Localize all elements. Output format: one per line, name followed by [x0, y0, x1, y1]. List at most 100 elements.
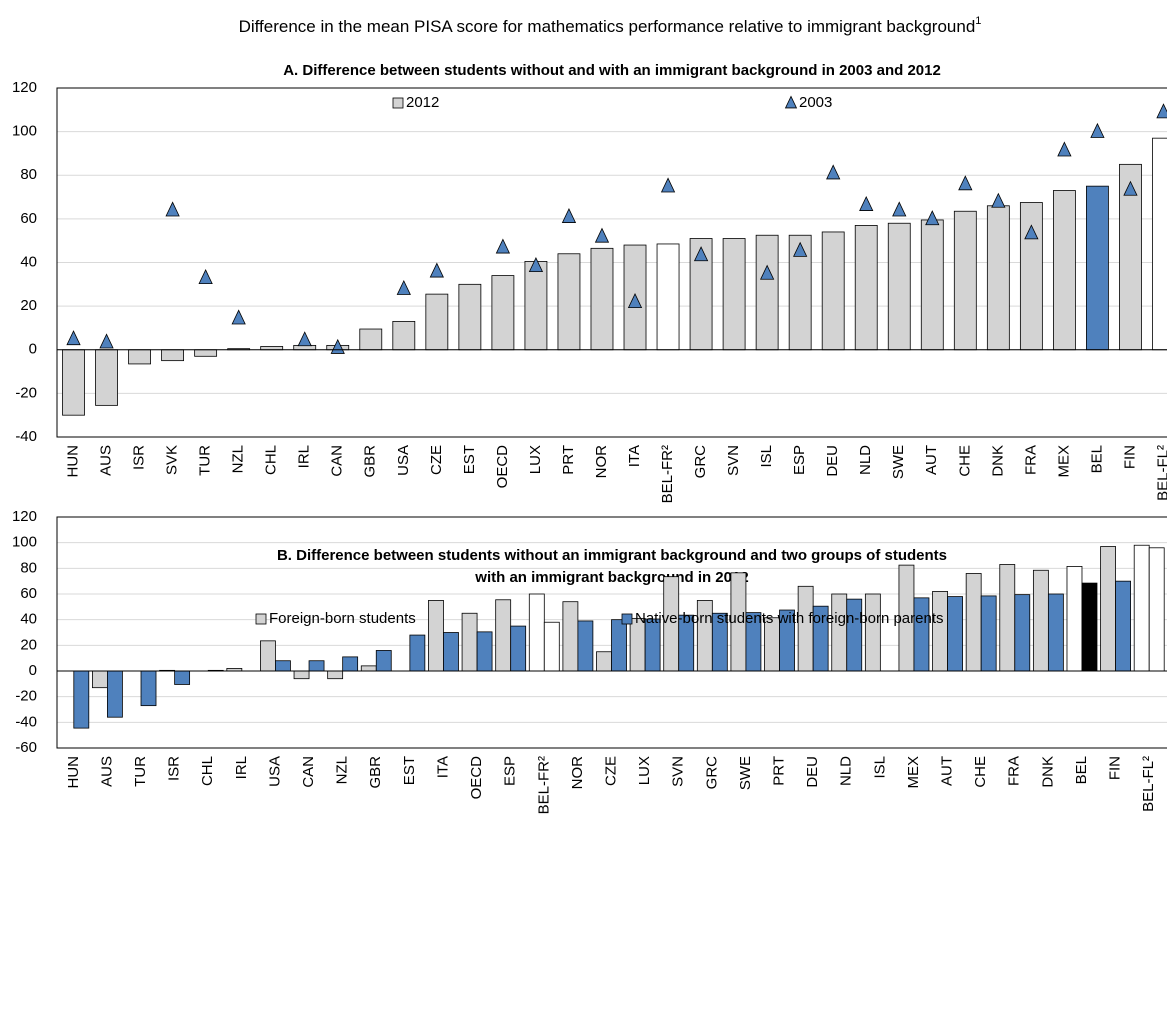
bar: [392, 320, 416, 351]
bar: [1086, 185, 1109, 351]
title-text: Difference in the mean PISA score for ma…: [239, 17, 976, 36]
bar: [965, 573, 982, 672]
bar: [260, 640, 276, 672]
marker: [495, 238, 511, 254]
bar: [458, 283, 482, 351]
x-tick-label: ITA: [626, 445, 643, 467]
bar: [375, 650, 392, 672]
x-tick-label: NZL: [230, 445, 247, 473]
marker: [594, 227, 610, 243]
y-tick-label: 100: [12, 534, 37, 551]
panel-title: B. Difference between students without a…: [277, 547, 947, 564]
x-tick-label: FIN: [1107, 756, 1124, 780]
bar: [864, 593, 881, 672]
bar: [722, 238, 746, 351]
x-tick-label: CAN: [300, 756, 317, 788]
x-tick-label: MEX: [1055, 445, 1072, 478]
bar: [611, 619, 627, 672]
marker: [1057, 141, 1072, 157]
x-tick-label: IRL: [296, 445, 313, 468]
bar: [986, 205, 1010, 351]
bar: [755, 234, 779, 351]
x-tick-label: BEL-FR²: [535, 756, 552, 814]
x-tick-label: ESP: [502, 756, 519, 786]
y-tick-label: 100: [12, 123, 37, 140]
x-tick-label: SVK: [164, 445, 181, 475]
x-tick-label: BEL-FL²: [1154, 445, 1167, 501]
x-tick-label: ISL: [758, 445, 775, 468]
marker: [759, 264, 775, 280]
y-tick-label: -20: [15, 688, 37, 705]
marker: [892, 201, 907, 217]
bar: [947, 596, 963, 672]
x-tick-label: NOR: [569, 756, 586, 790]
bar: [92, 670, 108, 689]
x-tick-label: AUS: [98, 756, 115, 787]
bar: [920, 219, 944, 351]
y-tick-label: 60: [20, 210, 37, 227]
x-tick-label: ESP: [791, 445, 808, 475]
x-tick-label: EST: [461, 445, 478, 474]
y-tick-label: -60: [15, 739, 37, 756]
marker: [1024, 224, 1039, 240]
bar: [1052, 190, 1076, 351]
bar: [562, 601, 579, 672]
x-tick-label: CHE: [956, 445, 973, 477]
x-tick-label: CHL: [199, 756, 216, 786]
bar: [128, 349, 151, 365]
x-tick-label: LUX: [636, 756, 653, 785]
bar: [140, 670, 157, 707]
x-tick-label: SVN: [725, 445, 742, 476]
y-tick-label: 60: [20, 585, 37, 602]
bar: [174, 670, 191, 685]
bar: [95, 349, 118, 406]
x-tick-label: PRT: [770, 756, 787, 786]
marker: [99, 333, 114, 349]
bar: [980, 595, 997, 672]
bar: [1152, 137, 1167, 351]
x-tick-label: BEL: [1073, 756, 1090, 784]
y-tick-label: 40: [20, 253, 37, 270]
marker: [693, 246, 709, 262]
bar: [275, 660, 291, 672]
bar: [194, 349, 218, 357]
legend-label: 2003: [799, 94, 832, 111]
y-tick-label: 0: [29, 341, 37, 358]
bar: [491, 275, 515, 351]
bar: [308, 660, 325, 672]
x-tick-label: ITA: [434, 756, 451, 778]
x-tick-label: CHL: [263, 445, 280, 475]
bar: [428, 600, 444, 672]
legend-icon: [255, 613, 267, 625]
marker: [297, 331, 312, 347]
marker: [925, 210, 940, 226]
bar: [1133, 544, 1150, 672]
legend-icon: [392, 97, 404, 109]
bar: [797, 585, 814, 672]
bar: [887, 222, 911, 351]
bar: [1148, 547, 1165, 672]
bar: [543, 621, 560, 672]
x-tick-label: PRT: [560, 445, 577, 475]
y-tick-label: 0: [29, 662, 37, 679]
bar: [443, 632, 459, 672]
marker: [826, 164, 841, 180]
x-tick-label: MEX: [905, 756, 922, 789]
y-tick-label: 20: [20, 297, 37, 314]
x-tick-label: HUN: [65, 756, 82, 789]
x-tick-label: IRL: [233, 756, 250, 779]
marker: [231, 309, 246, 325]
x-tick-label: OECD: [494, 445, 511, 489]
bar: [62, 349, 85, 416]
bar: [821, 231, 845, 351]
bar: [913, 597, 930, 672]
x-tick-label: SWE: [737, 756, 754, 790]
x-tick-label: CZE: [428, 445, 445, 475]
x-tick-label: GRC: [703, 756, 720, 790]
x-tick-label: GBR: [362, 445, 379, 478]
x-tick-label: LUX: [527, 445, 544, 474]
bar: [461, 612, 478, 672]
legend-icon: [784, 95, 798, 109]
y-tick-label: 20: [20, 636, 37, 653]
x-tick-label: SWE: [890, 445, 907, 479]
